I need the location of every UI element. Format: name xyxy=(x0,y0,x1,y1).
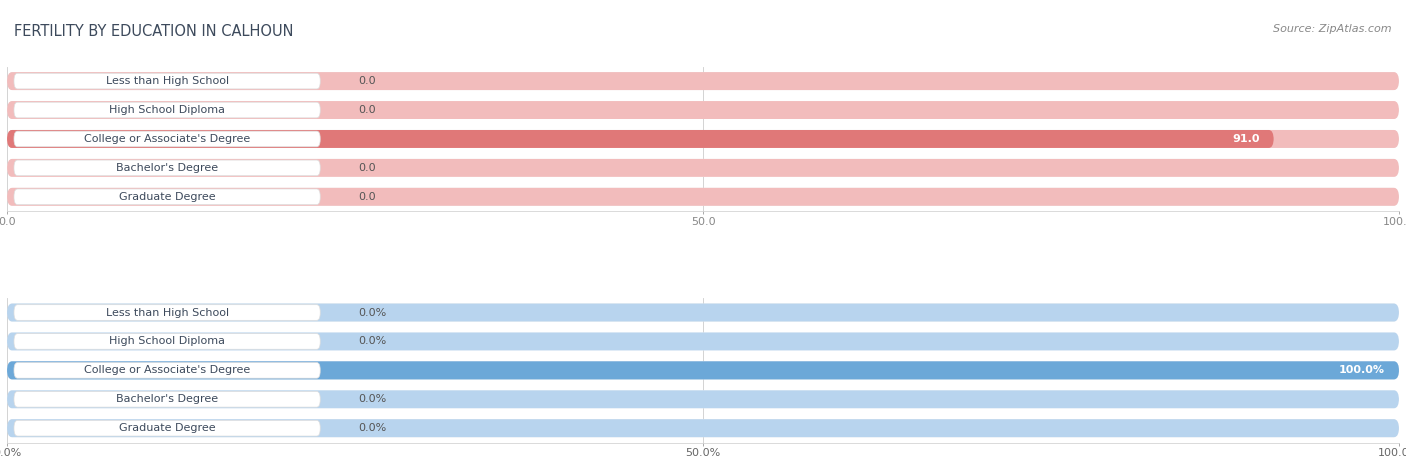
FancyBboxPatch shape xyxy=(14,73,321,89)
FancyBboxPatch shape xyxy=(7,304,1399,321)
Text: Graduate Degree: Graduate Degree xyxy=(118,192,215,202)
FancyBboxPatch shape xyxy=(7,332,1399,350)
FancyBboxPatch shape xyxy=(7,72,1399,90)
FancyBboxPatch shape xyxy=(7,361,1399,379)
Text: 100.0%: 100.0% xyxy=(1339,366,1385,376)
Text: 0.0: 0.0 xyxy=(357,76,375,86)
FancyBboxPatch shape xyxy=(7,419,1399,437)
FancyBboxPatch shape xyxy=(7,188,1399,206)
Text: College or Associate's Degree: College or Associate's Degree xyxy=(84,366,250,376)
FancyBboxPatch shape xyxy=(7,72,1399,90)
Text: Graduate Degree: Graduate Degree xyxy=(118,423,215,433)
Text: College or Associate's Degree: College or Associate's Degree xyxy=(84,134,250,144)
FancyBboxPatch shape xyxy=(14,391,321,407)
Text: Less than High School: Less than High School xyxy=(105,76,229,86)
FancyBboxPatch shape xyxy=(7,159,1399,177)
FancyBboxPatch shape xyxy=(14,102,321,118)
FancyBboxPatch shape xyxy=(7,188,1399,206)
FancyBboxPatch shape xyxy=(7,390,1399,408)
FancyBboxPatch shape xyxy=(14,334,321,349)
FancyBboxPatch shape xyxy=(7,101,1399,119)
Text: 0.0%: 0.0% xyxy=(357,307,387,317)
Text: Bachelor's Degree: Bachelor's Degree xyxy=(117,163,218,173)
FancyBboxPatch shape xyxy=(14,420,321,436)
FancyBboxPatch shape xyxy=(7,130,1399,148)
FancyBboxPatch shape xyxy=(14,189,321,205)
Text: 0.0: 0.0 xyxy=(357,105,375,115)
Text: 0.0%: 0.0% xyxy=(357,423,387,433)
Text: High School Diploma: High School Diploma xyxy=(110,337,225,347)
FancyBboxPatch shape xyxy=(7,130,1399,148)
Text: 0.0: 0.0 xyxy=(357,163,375,173)
FancyBboxPatch shape xyxy=(14,131,321,147)
FancyBboxPatch shape xyxy=(14,305,321,320)
FancyBboxPatch shape xyxy=(7,361,1399,379)
Text: 91.0: 91.0 xyxy=(1232,134,1260,144)
Text: 0.0: 0.0 xyxy=(357,192,375,202)
Text: FERTILITY BY EDUCATION IN CALHOUN: FERTILITY BY EDUCATION IN CALHOUN xyxy=(14,24,294,39)
FancyBboxPatch shape xyxy=(14,363,321,378)
Text: Source: ZipAtlas.com: Source: ZipAtlas.com xyxy=(1274,24,1392,34)
FancyBboxPatch shape xyxy=(7,361,1399,379)
FancyBboxPatch shape xyxy=(7,332,1399,350)
FancyBboxPatch shape xyxy=(7,419,1399,437)
FancyBboxPatch shape xyxy=(7,390,1399,408)
FancyBboxPatch shape xyxy=(7,101,1399,119)
Text: Bachelor's Degree: Bachelor's Degree xyxy=(117,394,218,404)
FancyBboxPatch shape xyxy=(14,160,321,176)
FancyBboxPatch shape xyxy=(7,304,1399,321)
Text: 0.0%: 0.0% xyxy=(357,394,387,404)
Text: Less than High School: Less than High School xyxy=(105,307,229,317)
Text: 0.0%: 0.0% xyxy=(357,337,387,347)
Text: High School Diploma: High School Diploma xyxy=(110,105,225,115)
FancyBboxPatch shape xyxy=(7,130,1274,148)
FancyBboxPatch shape xyxy=(7,159,1399,177)
